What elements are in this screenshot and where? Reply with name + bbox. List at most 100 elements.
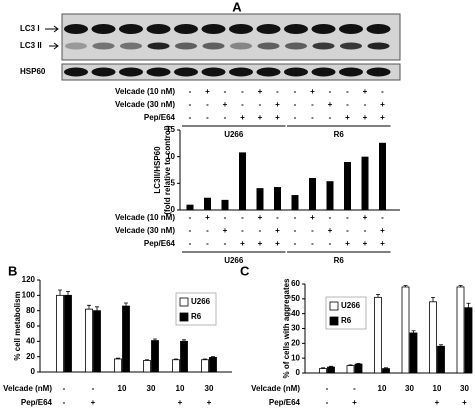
bar <box>151 340 159 373</box>
legend-swatch <box>179 312 189 322</box>
treatment-label: Velcade (10 nM) <box>115 213 175 222</box>
bar <box>201 359 209 373</box>
treatment-sign: + <box>328 226 333 235</box>
bar <box>327 366 335 374</box>
treatment-sign: - <box>346 87 349 96</box>
treatment-sign: - <box>364 226 367 235</box>
bar <box>429 301 437 374</box>
band <box>284 67 308 77</box>
bar <box>172 359 180 373</box>
legend-swatch <box>179 297 189 307</box>
y-axis-label: LC3II/HSP60 <box>153 146 162 194</box>
treatment-sign: + <box>258 113 263 122</box>
treatment-sign: - <box>276 213 279 222</box>
treatment-label: Velcade (nM) <box>3 384 52 393</box>
group-label: U266 <box>224 130 244 139</box>
band <box>65 42 87 50</box>
treatment-sign: - <box>353 384 356 393</box>
treatment-sign: + <box>258 239 263 248</box>
treatment-sign: - <box>364 100 367 109</box>
treatment-sign: 10 <box>433 384 442 393</box>
treatment-sign: - <box>189 213 192 222</box>
blot-label: HSP60 <box>20 67 46 76</box>
band <box>91 67 116 77</box>
legend-label: U266 <box>341 301 361 310</box>
error-bar <box>174 358 178 360</box>
treatment-sign: - <box>259 226 262 235</box>
treatment-sign: + <box>205 87 210 96</box>
treatment-sign: + <box>258 213 263 222</box>
bar <box>409 332 418 374</box>
treatment-sign: 30 <box>205 384 214 393</box>
band <box>340 42 362 50</box>
band <box>257 42 280 50</box>
treatment-sign: 10 <box>378 384 387 393</box>
error-bar <box>182 339 186 342</box>
treatment-sign: + <box>380 100 385 109</box>
band <box>201 67 226 77</box>
error-bar <box>203 358 207 360</box>
treatment-sign: + <box>275 113 280 122</box>
treatment-sign: + <box>240 239 245 248</box>
treatment-sign: - <box>189 226 192 235</box>
treatment-sign: + <box>258 87 263 96</box>
band <box>285 42 307 50</box>
bar <box>437 345 445 374</box>
band <box>119 24 143 34</box>
band <box>311 67 336 77</box>
legend-label: R6 <box>191 312 202 321</box>
bar <box>309 178 316 210</box>
band <box>201 24 226 34</box>
band <box>311 24 336 34</box>
y-axis-label: % of cells with aggregates <box>282 278 291 379</box>
treatment-sign: - <box>189 100 192 109</box>
legend-label: R6 <box>341 316 352 325</box>
bar <box>464 307 473 374</box>
treatment-sign: - <box>346 213 349 222</box>
group-label: U266 <box>224 256 244 265</box>
error-bar <box>87 304 91 310</box>
band <box>366 24 391 34</box>
treatment-label: Velcade (30 nM) <box>115 226 175 235</box>
treatment-sign: - <box>63 398 66 407</box>
error-bar <box>411 330 416 333</box>
y-tick-label: 50 <box>291 294 300 303</box>
bar <box>274 187 281 210</box>
error-bar <box>466 302 471 308</box>
treatment-sign: - <box>346 100 349 109</box>
y-tick-label: 60 <box>26 321 35 330</box>
treatment-sign: + <box>363 213 368 222</box>
treatment-sign: + <box>380 113 385 122</box>
treatment-sign: + <box>328 100 333 109</box>
treatment-sign: - <box>329 87 332 96</box>
bar <box>64 294 72 373</box>
bar <box>180 340 188 373</box>
treatment-sign: + <box>345 113 350 122</box>
bar <box>122 305 130 373</box>
bar <box>361 156 369 210</box>
band <box>366 67 391 77</box>
treatment-sign: - <box>241 213 244 222</box>
error-bar <box>145 359 149 361</box>
treatment-sign: - <box>329 239 332 248</box>
blot-label: LC3 I <box>20 24 40 33</box>
y-tick-label: 60 <box>291 279 300 288</box>
treatment-sign: + <box>207 398 212 407</box>
error-bar <box>124 302 128 307</box>
bar <box>319 368 327 374</box>
error-bar <box>58 289 62 296</box>
band <box>229 24 253 34</box>
treatment-sign: - <box>346 226 349 235</box>
band <box>146 67 171 77</box>
treatment-sign: - <box>189 87 192 96</box>
legend-box <box>325 296 367 330</box>
legend-label: U266 <box>191 297 211 306</box>
bar <box>85 308 93 373</box>
bar <box>401 286 410 374</box>
bar <box>374 296 382 374</box>
y-tick-label: 40 <box>26 336 35 345</box>
treatment-sign: 30 <box>405 384 414 393</box>
band <box>230 42 252 50</box>
treatment-sign: - <box>224 113 227 122</box>
y-axis-label: % cell metabolism <box>13 291 22 360</box>
